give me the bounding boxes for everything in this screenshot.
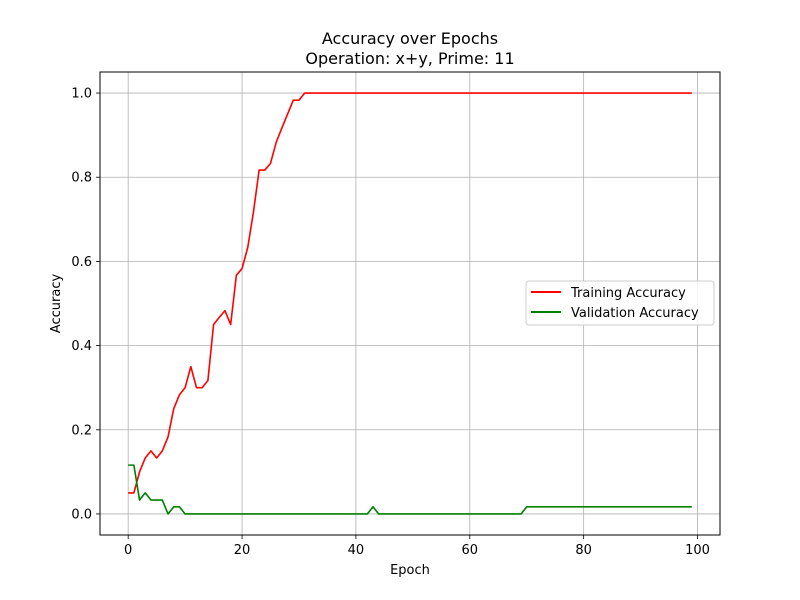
x-tick-label: 60 bbox=[462, 543, 479, 558]
x-tick-label: 80 bbox=[575, 543, 592, 558]
x-tick-label: 0 bbox=[124, 543, 132, 558]
legend-label-validation: Validation Accuracy bbox=[571, 306, 699, 321]
y-tick-label: 0.4 bbox=[71, 339, 92, 354]
training-accuracy-line bbox=[128, 92, 692, 494]
y-tick-label: 0.6 bbox=[71, 255, 92, 270]
x-axis-label: Epoch bbox=[390, 563, 430, 578]
x-tick-label: 100 bbox=[685, 543, 710, 558]
legend-box bbox=[525, 280, 715, 326]
series-lines bbox=[128, 92, 692, 515]
legend: Training Accuracy Validation Accuracy bbox=[525, 280, 715, 326]
y-tick-label: 0.2 bbox=[71, 423, 92, 438]
validation-accuracy-line bbox=[128, 464, 692, 515]
y-tick-label: 1.0 bbox=[71, 87, 92, 102]
x-tick-label: 40 bbox=[348, 543, 365, 558]
chart-title: Accuracy over Epochs bbox=[322, 29, 498, 48]
axis-ticks: 0 20 40 60 80 100 0.0 0.2 0.4 0.6 0.8 1.0 bbox=[71, 87, 710, 558]
plot-frame bbox=[99, 71, 721, 536]
chart-subtitle: Operation: x+y, Prime: 11 bbox=[305, 49, 514, 68]
y-tick-label: 0.0 bbox=[71, 507, 92, 522]
x-tick-label: 20 bbox=[234, 543, 251, 558]
grid bbox=[100, 72, 720, 535]
y-axis-label: Accuracy bbox=[49, 274, 64, 334]
legend-label-training: Training Accuracy bbox=[570, 286, 686, 301]
y-tick-label: 0.8 bbox=[71, 171, 92, 186]
